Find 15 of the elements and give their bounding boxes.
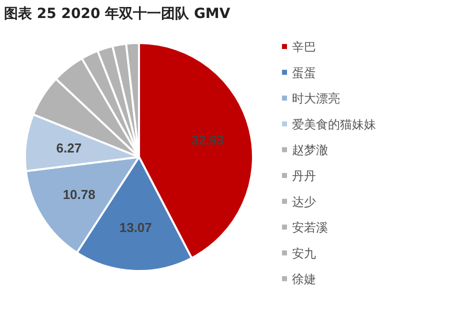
data-label: 32.93 bbox=[191, 132, 224, 148]
legend-label: 安若溪 bbox=[292, 220, 328, 235]
legend-label: 安九 bbox=[292, 246, 316, 260]
data-label: 6.27 bbox=[56, 140, 82, 156]
legend-label: 徐婕 bbox=[292, 272, 316, 286]
legend-label: 蛋蛋 bbox=[292, 66, 316, 80]
data-label: 13.07 bbox=[119, 220, 152, 236]
data-label: 10.78 bbox=[62, 187, 96, 202]
legend-label: 时大漂亮 bbox=[292, 92, 340, 106]
legend-label: 赵梦澈 bbox=[292, 143, 328, 158]
legend-label: 爱美食的猫妹妹 bbox=[292, 117, 376, 132]
chart-title: 图表 25 2020 年双十一团队 GMV bbox=[4, 6, 230, 22]
legend-label: 辛巴 bbox=[292, 40, 316, 54]
legend-label: 丹丹 bbox=[292, 169, 316, 183]
legend-label: 达少 bbox=[292, 194, 316, 209]
